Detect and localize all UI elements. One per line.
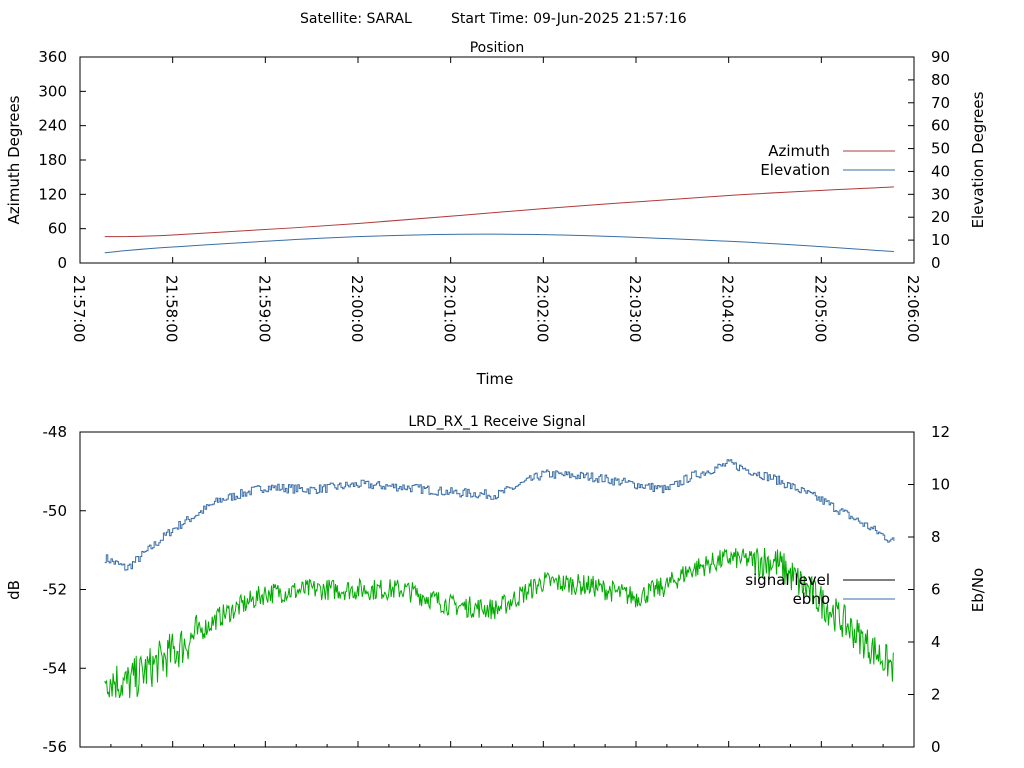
signal-level-series-line <box>104 547 894 699</box>
position-xtick-label: 22:03:00 <box>626 275 644 342</box>
position-xtick-label: 22:04:00 <box>719 275 737 342</box>
header-satellite: Satellite: SARAL <box>300 11 412 27</box>
azimuth-series-line <box>104 186 894 238</box>
position-y2tick-label: 10 <box>931 231 950 249</box>
position-y2tick-label: 20 <box>931 208 950 226</box>
position-ytick-label: 360 <box>38 48 67 66</box>
receive-signal-chart: LRD_RX_1 Receive Signal -56 -54 -52 -50 -48 0… <box>5 414 987 756</box>
signal-y2tick-label: 10 <box>931 476 950 494</box>
legend-signal-label: signal level <box>745 571 830 589</box>
legend-elevation-label: Elevation <box>760 161 830 179</box>
signal-chart-title: LRD_RX_1 Receive Signal <box>408 414 585 430</box>
position-xtick-label: 21:58:00 <box>163 275 181 342</box>
legend-ebno-label: ebno <box>793 590 830 608</box>
position-y2tick-label: 30 <box>931 185 950 203</box>
signal-y2tick-label: 8 <box>931 528 941 546</box>
position-ytick-label: 120 <box>38 185 67 203</box>
elevation-series-line <box>104 233 894 254</box>
signal-ylabel: dB <box>5 580 23 600</box>
position-y2label: Elevation Degrees <box>969 91 987 228</box>
position-xtick-label: 21:59:00 <box>255 275 273 342</box>
position-xtick-label: 21:57:00 <box>70 275 88 342</box>
position-xtick-label: 22:00:00 <box>348 275 366 342</box>
position-xlabel: Time <box>476 370 514 388</box>
signal-y2tick-label: 12 <box>931 423 950 441</box>
signal-ytick-label: -52 <box>43 581 68 599</box>
position-plot-frame <box>79 56 915 264</box>
position-xtick-label: 22:01:00 <box>441 275 459 342</box>
header-start-time: Start Time: 09-Jun-2025 21:57:16 <box>451 11 687 27</box>
ebno-series-line <box>104 459 895 571</box>
position-y2tick-label: 60 <box>931 117 950 135</box>
position-y2tick-label: 0 <box>931 254 941 272</box>
signal-plot-frame <box>79 431 915 748</box>
position-chart-title: Position <box>470 40 525 56</box>
position-ytick-label: 240 <box>38 117 67 135</box>
signal-y2tick-label: 6 <box>931 581 941 599</box>
legend-azimuth-label: Azimuth <box>768 142 830 160</box>
signal-ytick-label: -50 <box>43 502 68 520</box>
position-y2tick-label: 40 <box>931 162 950 180</box>
position-y2tick-label: 90 <box>931 48 950 66</box>
signal-y2tick-label: 0 <box>931 738 941 756</box>
signal-ytick-label: -54 <box>43 659 68 677</box>
signal-y2tick-label: 4 <box>931 633 941 651</box>
position-ytick-label: 180 <box>38 151 67 169</box>
position-xtick-label: 22:05:00 <box>811 275 829 342</box>
position-y2tick-label: 70 <box>931 94 950 112</box>
position-xtick-label: 22:02:00 <box>533 275 551 342</box>
position-xtick-label: 22:06:00 <box>904 275 922 342</box>
position-ytick-label: 60 <box>48 220 67 238</box>
signal-y2label: Eb/No <box>969 568 987 612</box>
position-y2tick-label: 80 <box>931 71 950 89</box>
position-ylabel: Azimuth Degrees <box>5 95 23 224</box>
position-chart: Position 0 60 120 180 240 300 360 0 10 20 30 40 50 60… <box>5 40 987 388</box>
signal-ytick-label: -48 <box>43 423 68 441</box>
position-ytick-label: 0 <box>57 254 67 272</box>
position-ytick-label: 300 <box>38 82 67 100</box>
position-y2tick-label: 50 <box>931 140 950 158</box>
signal-ytick-label: -56 <box>43 738 68 756</box>
signal-y2tick-label: 2 <box>931 686 941 704</box>
